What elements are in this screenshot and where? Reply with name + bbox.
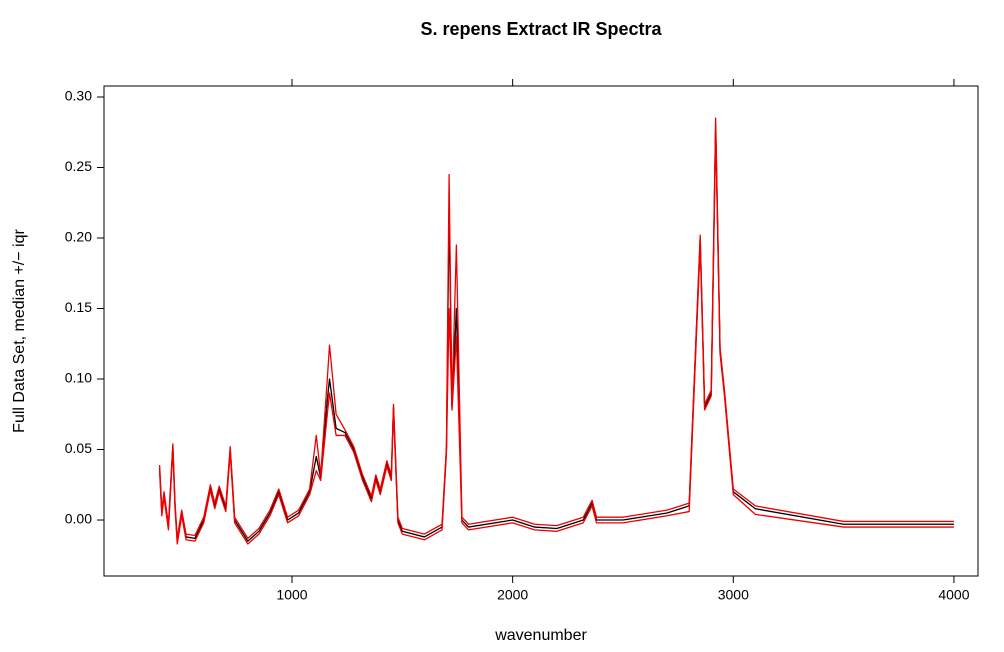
y-tick-label: 0.00 <box>65 511 92 527</box>
y-tick-label: 0.05 <box>65 440 92 456</box>
x-tick-label: 4000 <box>938 587 969 603</box>
y-tick-label: 0.20 <box>65 229 92 245</box>
series-line <box>158 131 954 545</box>
y-tick-label: 0.10 <box>65 370 92 386</box>
y-tick-label: 0.25 <box>65 158 92 174</box>
y-tick-label: 0.30 <box>65 88 92 104</box>
x-axis-label: wavenumber <box>494 627 587 644</box>
y-tick-label: 0.15 <box>65 299 92 315</box>
series-line <box>158 117 954 539</box>
chart-title: S. repens Extract IR Spectra <box>420 19 662 39</box>
y-axis-label: Full Data Set, median +/− iqr <box>11 229 28 433</box>
series-line <box>158 124 954 542</box>
x-tick-label: 3000 <box>718 587 749 603</box>
x-tick-label: 2000 <box>497 587 528 603</box>
x-tick-label: 1000 <box>276 587 307 603</box>
plot-frame <box>103 85 979 577</box>
